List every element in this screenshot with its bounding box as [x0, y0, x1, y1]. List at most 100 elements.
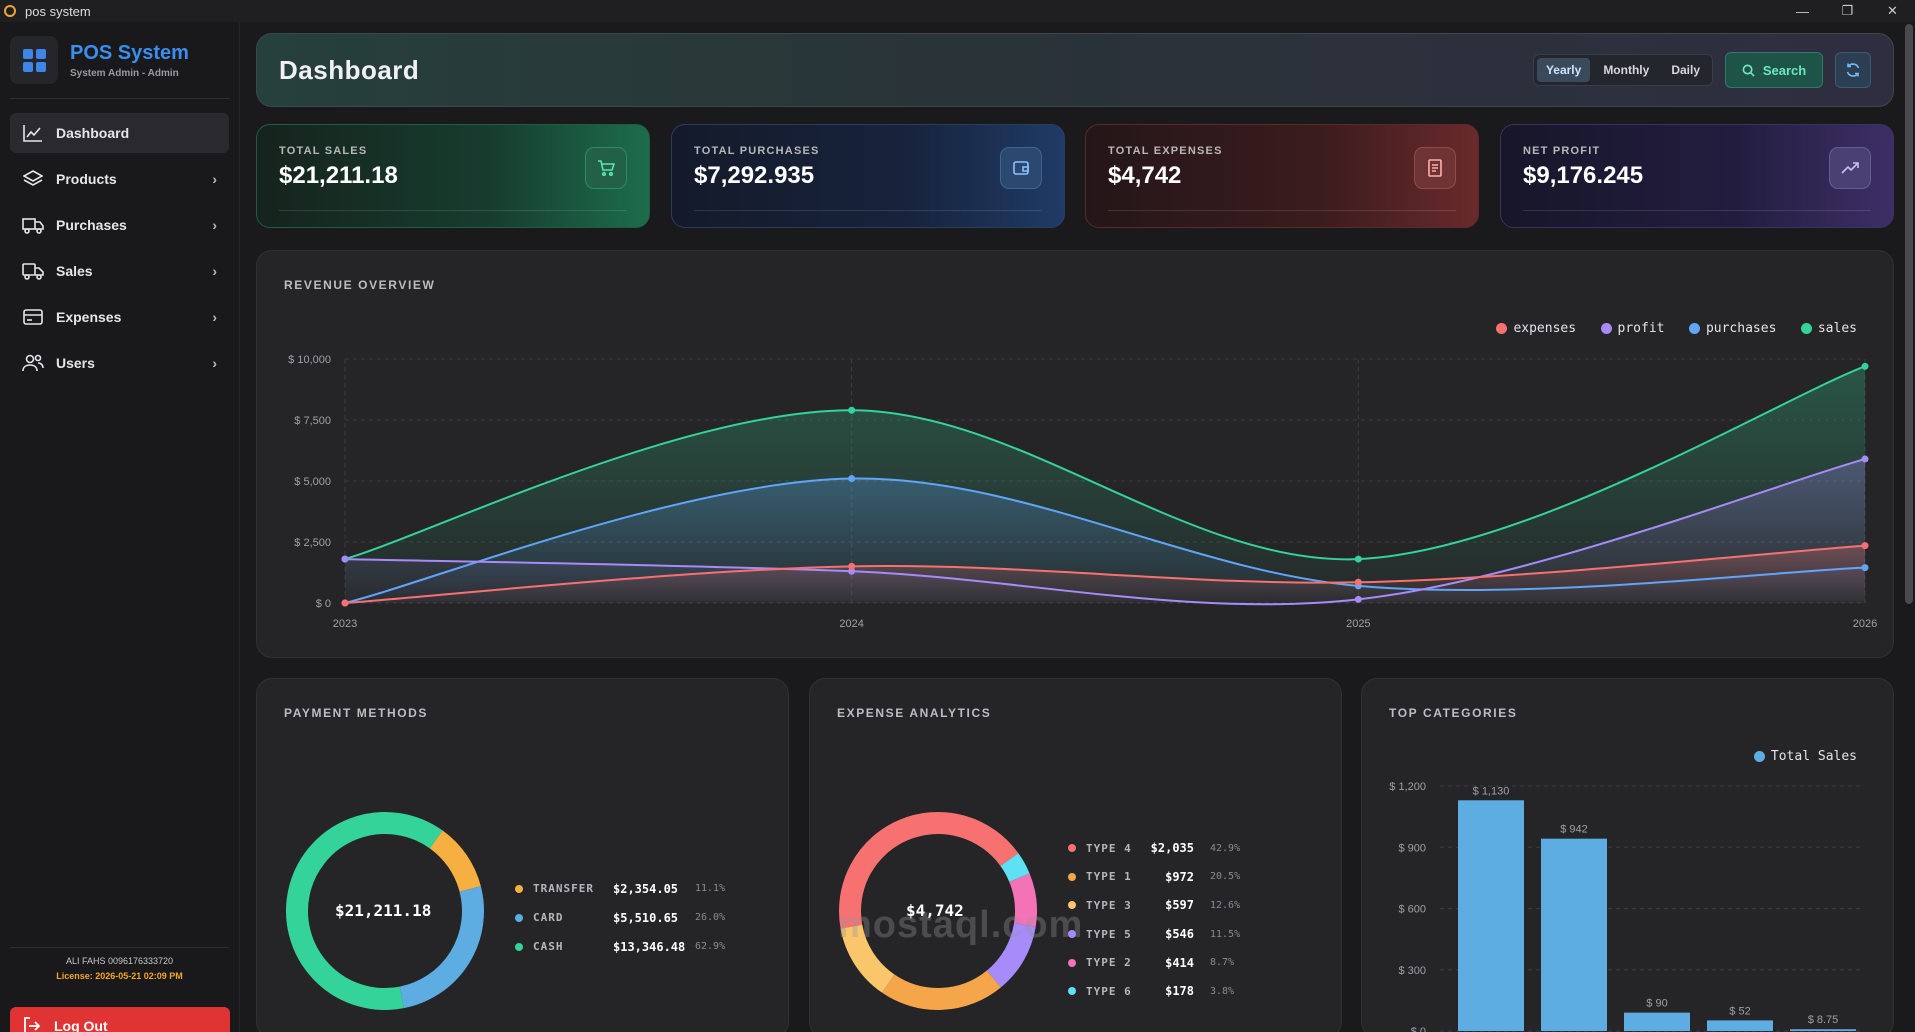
legend-purchases[interactable]: purchases: [1688, 321, 1776, 336]
card-icon: [22, 306, 44, 328]
y-tick-label: $ 2,500: [294, 537, 331, 549]
search-button[interactable]: Search: [1725, 52, 1823, 88]
close-button[interactable]: ✕: [1887, 3, 1898, 18]
sidebar-item-users[interactable]: Users ›: [10, 343, 229, 383]
period-selector: Yearly Monthly Daily: [1532, 54, 1713, 86]
series-line-sales: [344, 365, 1866, 561]
list-item: TYPE 1 $972 20.5%: [1068, 863, 1240, 892]
logout-icon: [22, 1016, 42, 1032]
top-categories-panel: TOP CATEGORIES Total Sales $ 0 $ 300 $ 600…: [1361, 678, 1894, 1032]
legend-profit[interactable]: profit: [1600, 321, 1665, 336]
layers-icon: [22, 168, 44, 190]
page-title: Dashboard: [279, 54, 420, 85]
data-point-expenses: [1354, 578, 1362, 586]
donut-slice-type-5: [986, 922, 1036, 988]
expense-donut-chart: [839, 812, 1037, 1010]
restore-button[interactable]: ❐: [1841, 3, 1854, 18]
data-point-sales: [1354, 555, 1362, 563]
y-tick-label: $ 600: [1398, 904, 1426, 916]
y-tick-label: $ 0: [1411, 1026, 1426, 1032]
truck-icon: [22, 214, 44, 236]
legend-total-sales[interactable]: Total Sales: [1753, 749, 1857, 764]
y-tick-label: $ 10,000: [288, 354, 331, 366]
trending-up-icon: [1829, 147, 1871, 189]
bar-value-label: $ 90: [1646, 998, 1667, 1010]
sidebar-item-dashboard[interactable]: Dashboard: [10, 113, 229, 153]
users-icon: [22, 352, 44, 374]
bar: [1790, 1029, 1856, 1031]
data-point-profit: [848, 567, 856, 575]
data-point-profit: [1861, 455, 1869, 463]
y-tick-label: $ 1,200: [1389, 781, 1426, 793]
receipt-icon: [1414, 147, 1456, 189]
bar: [1624, 1012, 1690, 1031]
topcat-title: TOP CATEGORIES: [1389, 706, 1518, 720]
sidebar-item-label: Users: [56, 355, 95, 371]
footer-license: License: 2026-05-21 02:09 PM: [56, 971, 183, 981]
payment-methods-panel: PAYMENT METHODS $21,211.18 TRANSFER $2,3…: [256, 678, 789, 1032]
page-header: Dashboard Yearly Monthly Daily Search: [256, 33, 1894, 107]
app-icon: [4, 5, 16, 17]
list-item: TYPE 2 $414 8.7%: [1068, 948, 1240, 977]
chevron-right-icon: ›: [212, 309, 217, 325]
period-daily-button[interactable]: Daily: [1671, 63, 1700, 77]
donut-slice-transfer: [429, 830, 481, 893]
kpi-label: TOTAL SALES: [279, 145, 368, 157]
kpi-value: $7,292.935: [694, 162, 815, 189]
period-monthly-button[interactable]: Monthly: [1603, 63, 1650, 77]
x-tick-label: 2024: [839, 618, 863, 630]
kpi-value: $9,176.245: [1523, 162, 1644, 189]
y-tick-label: $ 5,000: [294, 476, 331, 488]
list-item: TYPE 6 $178 3.8%: [1068, 977, 1240, 1006]
expense-total: $4,742: [906, 901, 964, 920]
legend-expenses[interactable]: expenses: [1496, 321, 1576, 336]
footer-user: ALI FAHS 0096176333720: [65, 956, 174, 966]
data-point-purchases: [1861, 564, 1869, 572]
sidebar-item-label: Products: [56, 171, 117, 187]
y-tick-label: $ 7,500: [294, 415, 331, 427]
expense-title: EXPENSE ANALYTICS: [837, 706, 992, 720]
period-yearly-button[interactable]: Yearly: [1536, 58, 1591, 82]
brand-subtitle: System Admin - Admin: [70, 67, 179, 79]
logout-button[interactable]: Log Out: [10, 1007, 230, 1032]
donut-slice-cash: [286, 812, 443, 1010]
delivery-icon: [22, 260, 44, 282]
page-scrollbar[interactable]: [1905, 24, 1913, 604]
logout-label: Log Out: [54, 1018, 108, 1032]
expense-breakdown: TYPE 4 $2,035 42.9% TYPE 1 $972 20.5% TYPE 3…: [1068, 834, 1240, 1006]
donut-slice-type-6: [1000, 853, 1030, 883]
top-categories-bar-chart: $ 0 $ 300 $ 600 $ 900 $ 1,200 $ 1,130 $ 942 $ 9…: [1389, 781, 1862, 1032]
kpi-value: $21,211.18: [279, 162, 398, 189]
sidebar-item-label: Dashboard: [56, 125, 130, 141]
list-item: TYPE 4 $2,035 42.9%: [1068, 834, 1240, 863]
sidebar-item-products[interactable]: Products ›: [10, 159, 229, 199]
topcat-legend: Total Sales: [1734, 749, 1857, 767]
kpi-label: TOTAL EXPENSES: [1108, 145, 1223, 157]
wallet-icon: [1000, 147, 1042, 189]
sidebar-footer: ALI FAHS 0096176333720 License: 2026-05-…: [10, 947, 229, 981]
list-item: TRANSFER $2,354.05 11.1%: [515, 874, 725, 903]
window-titlebar: pos system — ❐ ✕: [0, 0, 1915, 22]
bar: [1707, 1020, 1773, 1031]
sidebar-item-purchases[interactable]: Purchases ›: [10, 205, 229, 245]
kpi-card-net-profit: NET PROFIT $9,176.245: [1500, 124, 1894, 228]
sidebar-item-expenses[interactable]: Expenses ›: [10, 297, 229, 337]
chevron-right-icon: ›: [212, 171, 217, 187]
series-line-expenses: [344, 544, 1866, 604]
minimize-button[interactable]: —: [1796, 3, 1809, 19]
brand: POS System System Admin - Admin: [10, 22, 229, 99]
cart-icon: [585, 147, 627, 189]
revenue-legend: expenses profit purchases sales: [1476, 321, 1857, 339]
sidebar-item-sales[interactable]: Sales ›: [10, 251, 229, 291]
data-point-expenses: [341, 599, 349, 607]
list-item: CARD $5,510.65 26.0%: [515, 903, 725, 932]
donut-slice-card: [399, 886, 484, 1009]
y-tick-label: $ 900: [1398, 842, 1426, 854]
refresh-button[interactable]: [1835, 52, 1871, 88]
kpi-card-total-sales: TOTAL SALES $21,211.18: [256, 124, 650, 228]
list-item: TYPE 3 $597 12.6%: [1068, 891, 1240, 920]
bar-value-label: $ 942: [1560, 824, 1588, 836]
legend-sales[interactable]: sales: [1800, 321, 1857, 336]
x-tick-label: 2025: [1346, 618, 1370, 630]
kpi-card-total-purchases: TOTAL PURCHASES $7,292.935: [671, 124, 1065, 228]
